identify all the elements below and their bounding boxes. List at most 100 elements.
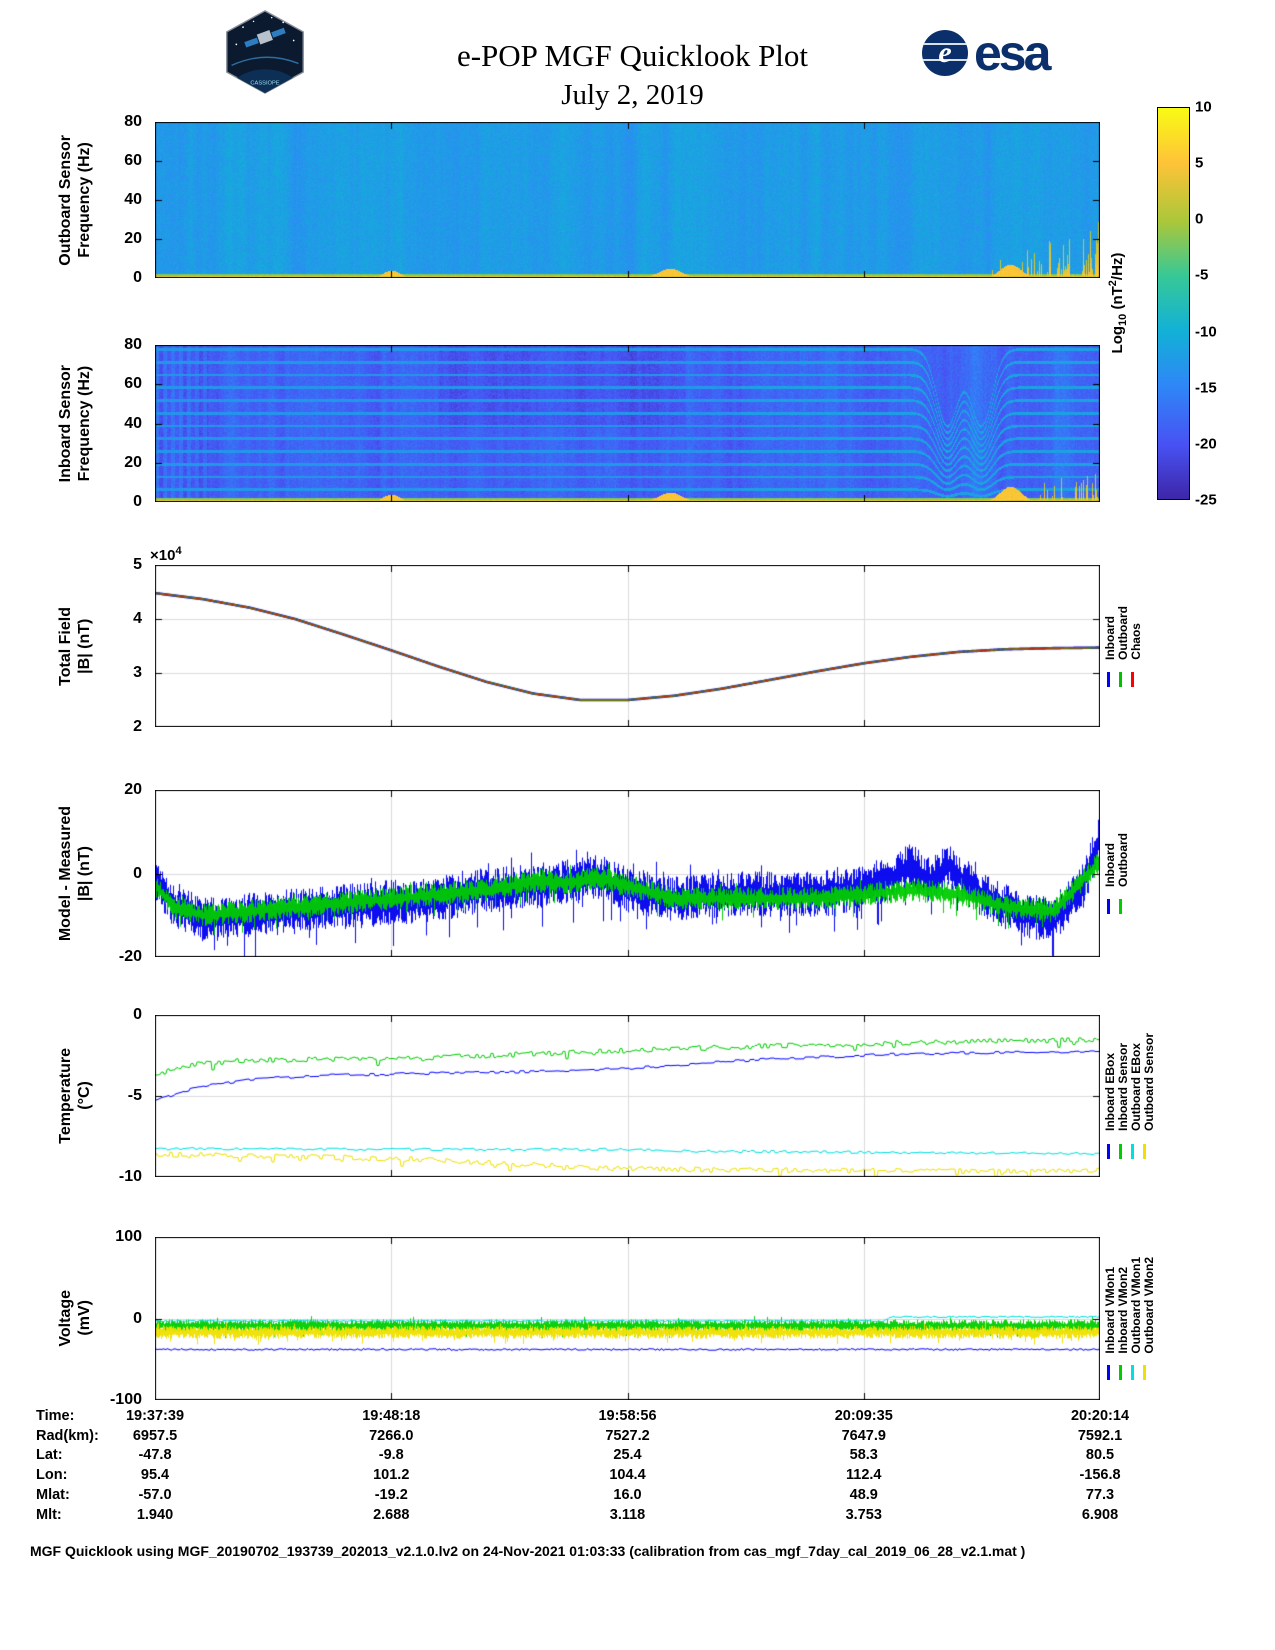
legend-color-mark <box>1119 1143 1122 1159</box>
legend-color-mark <box>1119 671 1122 687</box>
ephemeris-cell: -57.0 <box>138 1486 172 1503</box>
legend-label: Inboard EBox <box>1103 1053 1117 1132</box>
ylabel-line: |B| (nT) <box>76 845 94 902</box>
plot-area <box>155 565 1100 727</box>
y-tick-label: -5 <box>127 1087 142 1104</box>
y-axis-scale-label: ×104 <box>150 545 182 564</box>
ephemeris-cell: 3.118 <box>609 1506 646 1523</box>
plot-area <box>155 1015 1100 1177</box>
inboard-spectrogram-canvas <box>155 345 1100 502</box>
mission-patch-text: CASSIOPE <box>250 80 279 86</box>
voltage-canvas <box>155 1237 1100 1400</box>
y-tick-label: 5 <box>133 556 142 573</box>
model-minus-measured-panel: Model - Measured |B| (nT) -20 0 20 Inboard… <box>0 781 1275 965</box>
colorbar-tick-label: -20 <box>1195 435 1217 453</box>
y-axis-label: Inboard Sensor Frequency (Hz) <box>56 345 94 502</box>
y-tick-label: 40 <box>124 191 142 208</box>
ephemeris-row-label: Lat: <box>36 1447 63 1464</box>
legend-color-mark <box>1143 1365 1146 1381</box>
temperature-canvas <box>155 1015 1100 1177</box>
ylabel-line: (°C) <box>76 1081 94 1111</box>
ephemeris-cell: 77.3 <box>1085 1486 1115 1503</box>
legend-label: Outboard VMon2 <box>1141 1256 1156 1354</box>
y-tick-labels: 2 3 4 5 <box>96 556 148 735</box>
ephemeris-cell: 95.4 <box>140 1467 170 1484</box>
ephemeris-cell: 19:37:39 <box>125 1408 185 1424</box>
y-tick-label: 60 <box>124 375 142 393</box>
y-tick-label: -100 <box>109 1391 142 1408</box>
legend-labels: Inboard Outboard Chaos <box>1103 605 1143 660</box>
ylabel-line: Frequency (Hz) <box>76 365 94 482</box>
esa-wordmark: esa <box>974 25 1051 81</box>
colorbar-tick-label: -15 <box>1195 379 1217 397</box>
ephemeris-cell: 1.940 <box>136 1506 174 1523</box>
ylabel-line: (mV) <box>76 1300 94 1337</box>
legend: Inboard EBox Inboard Sensor Outboard EBox O… <box>1103 1015 1178 1177</box>
legend-color-mark <box>1107 899 1110 914</box>
ephemeris-row-label: Time: <box>36 1408 75 1424</box>
legend-marks <box>1107 671 1134 687</box>
plot-area <box>155 790 1100 957</box>
legend-color-mark <box>1131 1365 1134 1381</box>
y-tick-label: 2 <box>133 718 142 735</box>
y-tick-labels: 100 0 -100 <box>96 1228 148 1408</box>
legend-label: Outboard EBox <box>1128 1043 1143 1132</box>
colorbar-tick-label: 5 <box>1195 154 1204 172</box>
ephemeris-cell: 6.908 <box>1081 1506 1119 1523</box>
ylabel-line: |B| (nT) <box>76 618 94 674</box>
plot-area <box>155 122 1100 278</box>
legend-color-mark <box>1119 899 1122 914</box>
y-tick-label: 20 <box>124 230 142 247</box>
y-tick-label: 100 <box>115 1228 142 1245</box>
total-field-canvas <box>155 565 1100 727</box>
y-tick-label: 80 <box>124 113 142 130</box>
inboard-spectrogram-panel: Inboard Sensor Frequency (Hz) 0 20 40 60 80 <box>0 336 1275 510</box>
colorbar-tick-labels: 10 5 0 -5 -10 -15 -20 -25 <box>1195 99 1250 509</box>
y-tick-labels: 0 20 40 60 80 <box>96 336 148 510</box>
colorbar-tick-label: 0 <box>1195 210 1204 228</box>
y-tick-label: 40 <box>124 414 142 432</box>
total-field-panel: Total Field |B| (nT) 2 3 4 5 Inboard Outboar… <box>0 556 1275 735</box>
y-axis-label: Outboard Sensor Frequency (Hz) <box>56 122 94 278</box>
colorbar-tick-label: -5 <box>1195 266 1209 284</box>
legend: Inboard Outboard Chaos <box>1103 565 1178 727</box>
plot-date: July 2, 2019 <box>561 79 704 111</box>
legend-color-mark <box>1107 1365 1110 1381</box>
ephemeris-cell: 2.688 <box>373 1506 410 1523</box>
ephemeris-row: Mlat: -57.0 -19.2 16.0 48.9 77.3 <box>0 1487 1275 1506</box>
colorbar-tick-label: -25 <box>1195 491 1217 509</box>
legend-labels: Inboard VMon1 Inboard VMon2 Outboard VMon1… <box>1103 1256 1156 1354</box>
page-title: e-POP MGF Quicklook Plot <box>456 38 809 73</box>
y-axis-label: Temperature (°C) <box>56 1015 94 1177</box>
legend-labels: Inboard EBox Inboard Sensor Outboard EBox O… <box>1103 1033 1156 1132</box>
y-tick-label: 0 <box>133 269 142 286</box>
ephemeris-row: Lon: 95.4 101.2 104.4 112.4 -156.8 <box>0 1467 1275 1486</box>
ephemeris-cell: 101.2 <box>373 1467 410 1484</box>
footer-processing-note: MGF Quicklook using MGF_20190702_193739_… <box>30 1543 1026 1559</box>
y-tick-label: 0 <box>133 493 142 510</box>
plot-area <box>155 1237 1100 1400</box>
legend-marks <box>1107 899 1122 914</box>
legend: Inboard VMon1 Inboard VMon2 Outboard VMon1… <box>1103 1237 1178 1400</box>
y-tick-label: 0 <box>133 864 142 882</box>
ylabel-line: Total Field <box>57 606 74 686</box>
legend-marks <box>1107 1143 1146 1159</box>
legend-label: Outboard VMon1 <box>1128 1256 1143 1354</box>
ephemeris-row: Lat: -47.8 -9.8 25.4 58.3 80.5 <box>0 1447 1275 1466</box>
y-tick-label: 4 <box>133 610 142 627</box>
ylabel-line: Temperature <box>57 1048 74 1144</box>
y-tick-label: 80 <box>124 336 142 353</box>
y-tick-labels: -20 0 20 <box>96 781 148 965</box>
voltage-panel: Voltage (mV) 100 0 -100 Inboard VMon1 Inboa… <box>0 1228 1275 1408</box>
ephemeris-cell: 19:48:18 <box>362 1408 421 1424</box>
legend-color-mark <box>1119 1365 1122 1381</box>
legend-label: Inboard <box>1103 615 1117 660</box>
legend: Inboard Outboard <box>1103 790 1178 957</box>
y-tick-label: 20 <box>124 453 142 471</box>
ephemeris-row-label: Rad(km): <box>36 1427 99 1444</box>
y-axis-label: Model - Measured |B| (nT) <box>56 790 94 957</box>
legend-label: Outboard <box>1115 605 1130 660</box>
ephemeris-cell: 20:09:35 <box>834 1408 893 1424</box>
colorbar-tick-label: 10 <box>1195 98 1212 116</box>
legend-labels: Inboard Outboard <box>1103 833 1130 887</box>
